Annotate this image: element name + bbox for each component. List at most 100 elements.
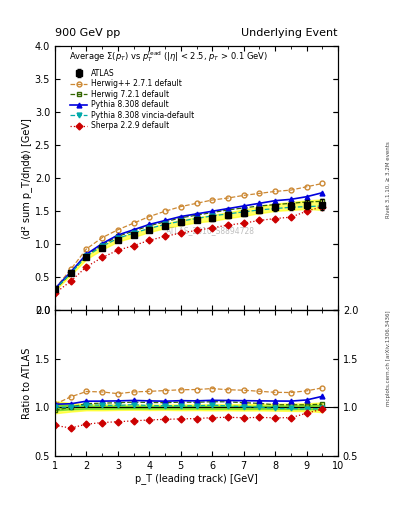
Pythia 8.308 default — [241, 203, 246, 209]
Pythia 8.308 default — [304, 194, 309, 200]
Pythia 8.308 default — [178, 214, 183, 220]
Herwig 7.2.1 default — [163, 219, 167, 225]
Herwig 7.2.1 default — [288, 200, 293, 206]
Pythia 8.308 vincia-default — [84, 253, 89, 259]
Pythia 8.308 default — [257, 200, 262, 206]
Sherpa 2.2.9 default — [210, 225, 215, 231]
Pythia 8.308 vincia-default — [304, 204, 309, 210]
Line: Herwig++ 2.7.1 default: Herwig++ 2.7.1 default — [53, 181, 325, 291]
Herwig++ 2.7.1 default — [257, 190, 262, 197]
Herwig++ 2.7.1 default — [116, 227, 120, 233]
Herwig++ 2.7.1 default — [163, 208, 167, 215]
Sherpa 2.2.9 default — [320, 204, 325, 210]
Pythia 8.308 default — [100, 241, 105, 247]
Pythia 8.308 vincia-default — [210, 213, 215, 219]
Herwig 7.2.1 default — [241, 205, 246, 211]
Pythia 8.308 vincia-default — [194, 216, 199, 222]
Herwig 7.2.1 default — [194, 212, 199, 218]
Herwig 7.2.1 default — [273, 202, 277, 208]
Herwig 7.2.1 default — [53, 287, 57, 293]
Herwig++ 2.7.1 default — [320, 180, 325, 186]
Pythia 8.308 vincia-default — [178, 218, 183, 224]
Pythia 8.308 vincia-default — [131, 230, 136, 236]
Pythia 8.308 default — [210, 208, 215, 215]
Herwig++ 2.7.1 default — [53, 286, 57, 292]
Herwig 7.2.1 default — [116, 233, 120, 240]
Sherpa 2.2.9 default — [288, 214, 293, 220]
Y-axis label: Ratio to ATLAS: Ratio to ATLAS — [22, 347, 32, 419]
Text: Underlying Event: Underlying Event — [241, 28, 338, 38]
Pythia 8.308 vincia-default — [100, 243, 105, 249]
Herwig 7.2.1 default — [100, 242, 105, 248]
Pythia 8.308 default — [84, 251, 89, 257]
Pythia 8.308 vincia-default — [226, 211, 230, 217]
Pythia 8.308 default — [116, 232, 120, 238]
Herwig++ 2.7.1 default — [304, 184, 309, 190]
Pythia 8.308 default — [68, 269, 73, 275]
Text: Rivet 3.1.10, ≥ 3.2M events: Rivet 3.1.10, ≥ 3.2M events — [386, 141, 391, 218]
Pythia 8.308 vincia-default — [68, 270, 73, 276]
Sherpa 2.2.9 default — [116, 247, 120, 253]
Herwig 7.2.1 default — [84, 252, 89, 259]
Herwig++ 2.7.1 default — [273, 188, 277, 195]
Pythia 8.308 default — [226, 205, 230, 211]
Herwig 7.2.1 default — [178, 215, 183, 221]
Sherpa 2.2.9 default — [226, 222, 230, 228]
Herwig++ 2.7.1 default — [241, 193, 246, 199]
Line: Sherpa 2.2.9 default: Sherpa 2.2.9 default — [53, 204, 325, 295]
Pythia 8.308 default — [194, 211, 199, 217]
Herwig 7.2.1 default — [131, 228, 136, 234]
Pythia 8.308 default — [320, 189, 325, 196]
Sherpa 2.2.9 default — [68, 278, 73, 284]
Pythia 8.308 vincia-default — [116, 235, 120, 241]
Herwig++ 2.7.1 default — [194, 200, 199, 206]
Herwig++ 2.7.1 default — [226, 195, 230, 201]
Pythia 8.308 vincia-default — [320, 203, 325, 209]
Herwig++ 2.7.1 default — [68, 266, 73, 272]
Y-axis label: ⟨d² sum p_T/dηdϕ⟩ [GeV]: ⟨d² sum p_T/dηdϕ⟩ [GeV] — [21, 118, 32, 239]
Line: Pythia 8.308 default: Pythia 8.308 default — [53, 190, 325, 291]
X-axis label: p_T (leading track) [GeV]: p_T (leading track) [GeV] — [135, 473, 258, 484]
Pythia 8.308 vincia-default — [241, 209, 246, 215]
Line: Herwig 7.2.1 default: Herwig 7.2.1 default — [53, 199, 325, 292]
Sherpa 2.2.9 default — [163, 233, 167, 240]
Herwig++ 2.7.1 default — [100, 234, 105, 241]
Sherpa 2.2.9 default — [273, 216, 277, 222]
Herwig++ 2.7.1 default — [131, 220, 136, 226]
Text: Average $\Sigma(p_T)$ vs $p_T^{\rm lead}$ ($|\eta|$ < 2.5, $p_T$ > 0.1 GeV): Average $\Sigma(p_T)$ vs $p_T^{\rm lead}… — [69, 49, 268, 63]
Pythia 8.308 default — [163, 218, 167, 224]
Sherpa 2.2.9 default — [84, 264, 89, 270]
Pythia 8.308 default — [131, 227, 136, 233]
Sherpa 2.2.9 default — [131, 243, 136, 249]
Pythia 8.308 default — [273, 198, 277, 204]
Text: 900 GeV pp: 900 GeV pp — [55, 28, 120, 38]
Sherpa 2.2.9 default — [178, 230, 183, 236]
Sherpa 2.2.9 default — [100, 254, 105, 261]
Herwig 7.2.1 default — [210, 209, 215, 216]
Herwig++ 2.7.1 default — [178, 204, 183, 210]
Pythia 8.308 default — [288, 196, 293, 202]
Herwig 7.2.1 default — [226, 207, 230, 213]
Pythia 8.308 vincia-default — [163, 221, 167, 227]
Herwig 7.2.1 default — [147, 223, 152, 229]
Herwig++ 2.7.1 default — [210, 197, 215, 203]
Pythia 8.308 vincia-default — [257, 207, 262, 213]
Herwig 7.2.1 default — [68, 270, 73, 276]
Pythia 8.308 default — [147, 221, 152, 227]
Text: ATLAS_2010_S8894728: ATLAS_2010_S8894728 — [166, 227, 255, 236]
Sherpa 2.2.9 default — [194, 227, 199, 233]
Herwig++ 2.7.1 default — [84, 246, 89, 252]
Pythia 8.308 vincia-default — [273, 205, 277, 211]
Legend: ATLAS, Herwig++ 2.7.1 default, Herwig 7.2.1 default, Pythia 8.308 default, Pythi: ATLAS, Herwig++ 2.7.1 default, Herwig 7.… — [67, 66, 197, 134]
Pythia 8.308 default — [53, 286, 57, 292]
Herwig++ 2.7.1 default — [288, 187, 293, 193]
Sherpa 2.2.9 default — [257, 218, 262, 224]
Herwig++ 2.7.1 default — [147, 214, 152, 220]
Text: mcplots.cern.ch [arXiv:1306.3436]: mcplots.cern.ch [arXiv:1306.3436] — [386, 311, 391, 406]
Sherpa 2.2.9 default — [304, 208, 309, 215]
Sherpa 2.2.9 default — [147, 237, 152, 243]
Herwig 7.2.1 default — [257, 203, 262, 209]
Pythia 8.308 vincia-default — [53, 286, 57, 292]
Sherpa 2.2.9 default — [53, 290, 57, 296]
Herwig 7.2.1 default — [320, 198, 325, 204]
